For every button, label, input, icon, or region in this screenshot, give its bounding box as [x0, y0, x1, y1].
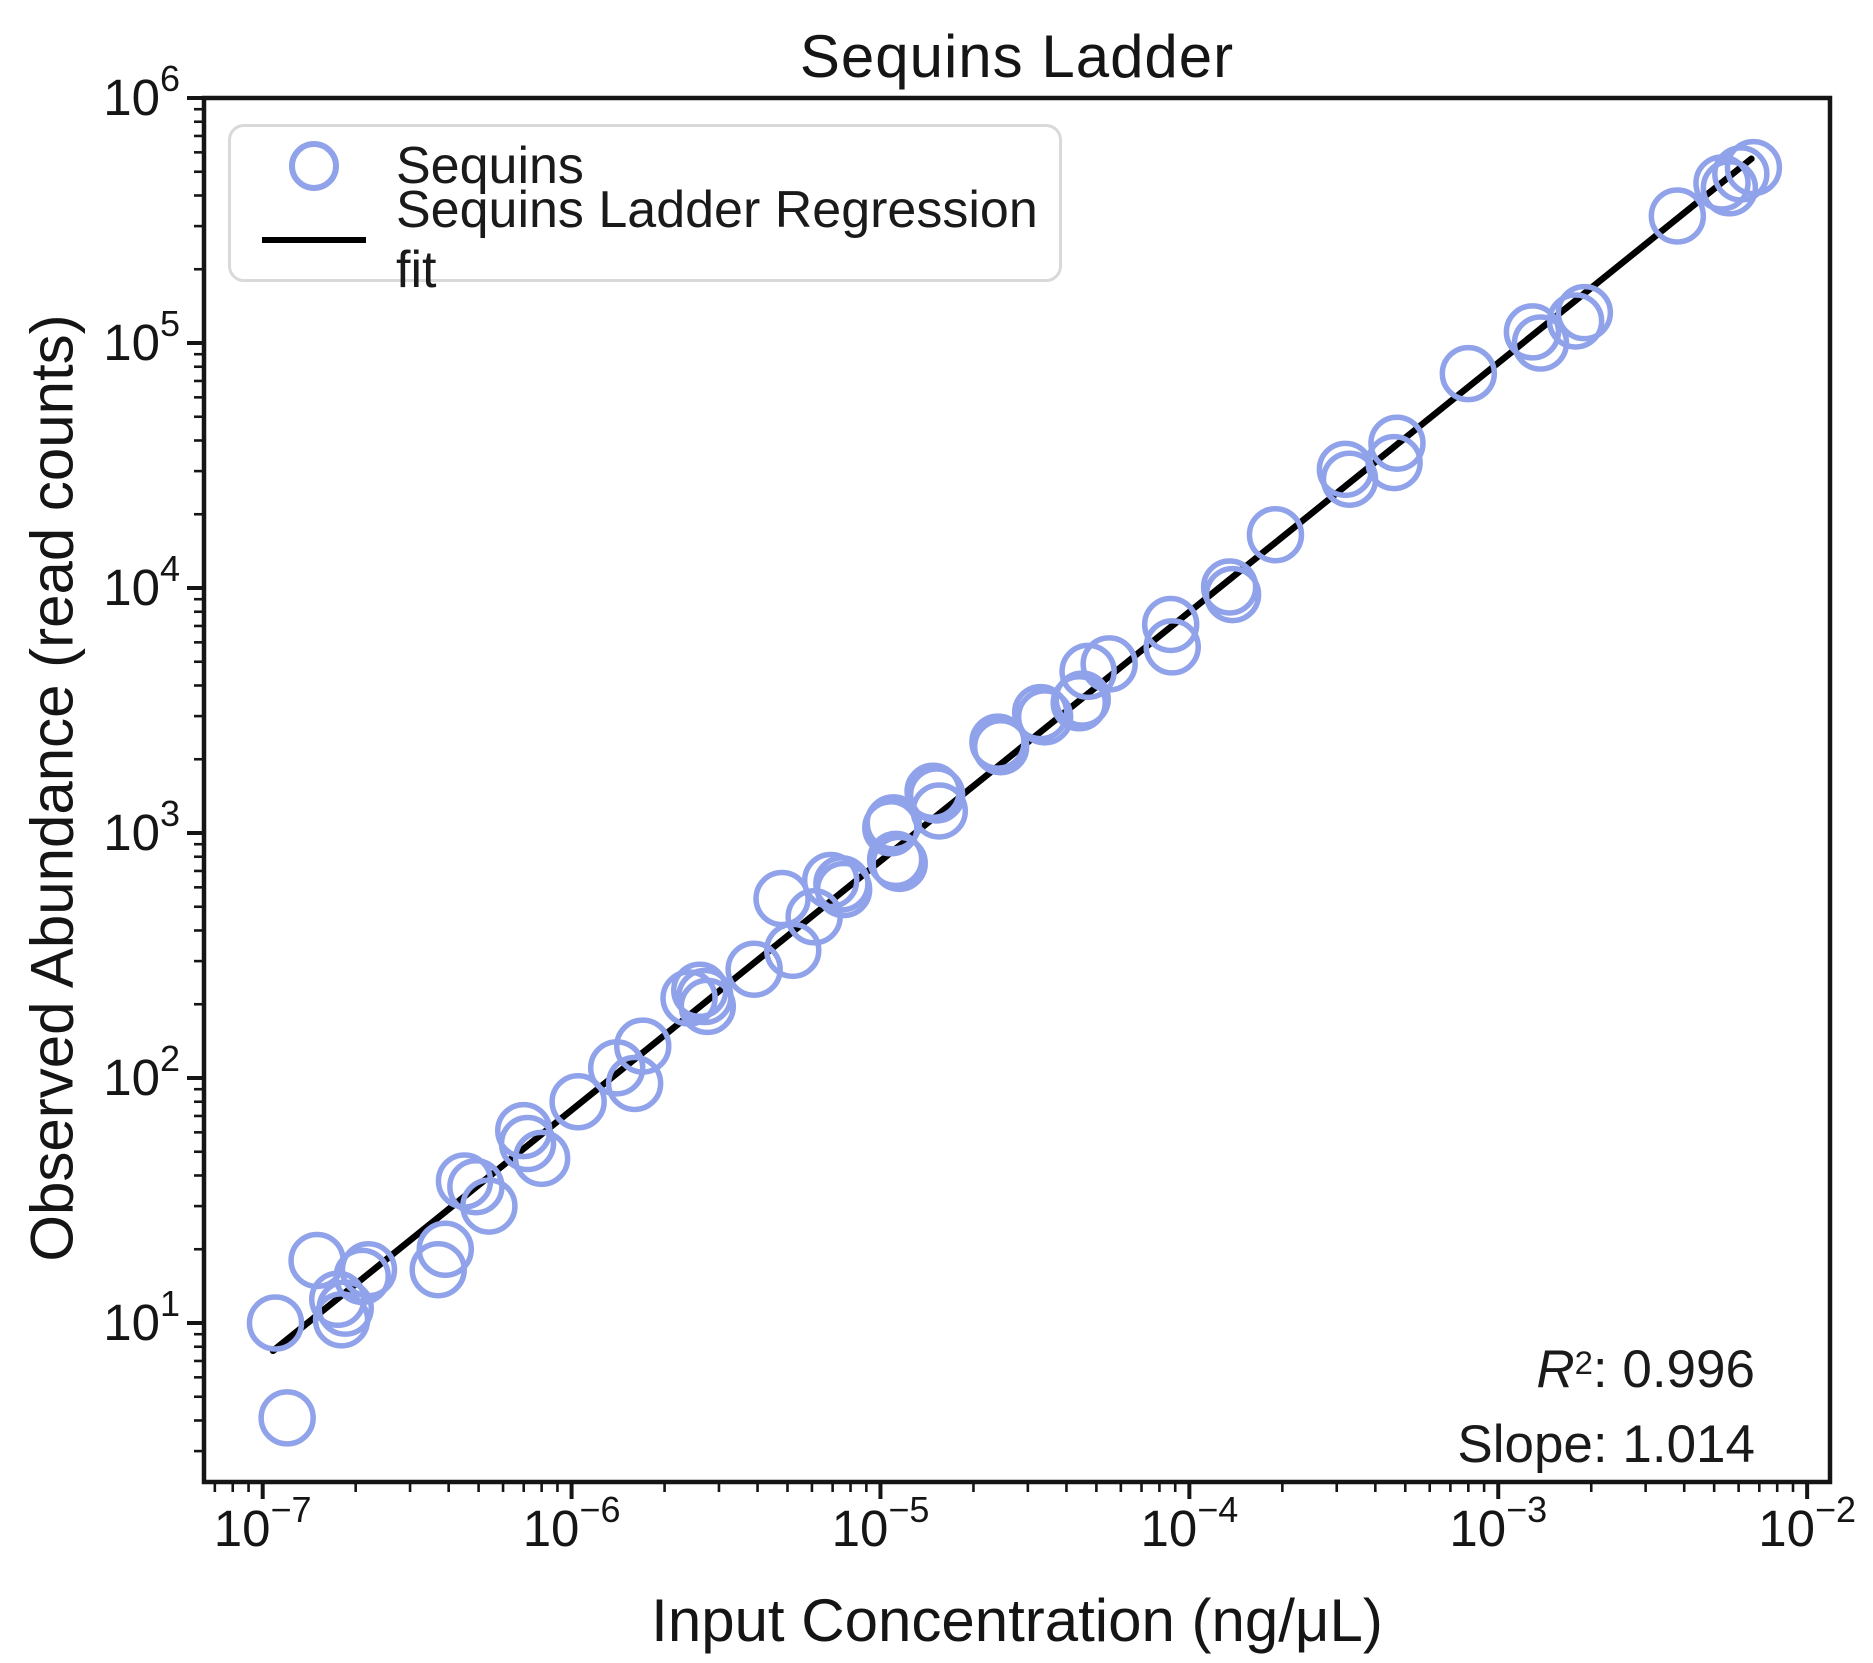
scatter-point	[1648, 187, 1707, 245]
x-tick-label: 10−7	[214, 1489, 312, 1557]
scatter-point	[1546, 292, 1605, 350]
scatter-point	[258, 1389, 316, 1447]
scatter-point	[1724, 138, 1783, 197]
scatter-point	[866, 830, 925, 889]
x-tick-label: 10−4	[1140, 1489, 1238, 1557]
scatter-point	[1439, 344, 1498, 403]
axes-spines	[201, 95, 1833, 1485]
scatter-point	[725, 940, 783, 998]
scatter-point	[512, 1129, 571, 1188]
legend-marker-cell	[231, 237, 396, 243]
circle-marker-icon	[288, 141, 339, 191]
chart-title: Sequins Ladder	[799, 23, 1235, 90]
scatter-point	[1143, 618, 1201, 676]
r-symbol: R	[1536, 1340, 1575, 1399]
scatter-point	[1015, 688, 1074, 746]
fit-stats-annotation: R2: 0.996 Slope: 1.014	[1457, 1332, 1755, 1483]
r-squared-value: : 0.996	[1592, 1340, 1755, 1399]
legend-item-sequins: Sequins	[231, 136, 1059, 196]
x-tick-label: 10−3	[1449, 1489, 1547, 1557]
scatter-point	[246, 1294, 305, 1352]
legend-item-label: Sequins	[396, 137, 584, 195]
line-marker-icon	[261, 237, 366, 243]
legend-item-regression-fit: Sequins Ladder Regression fit	[231, 181, 1059, 299]
slope-text: Slope: 1.014	[1457, 1415, 1755, 1475]
x-tick-label: 10−5	[832, 1489, 930, 1557]
y-tick-label: 106	[103, 58, 180, 126]
r-exponent: 2	[1574, 1343, 1593, 1381]
y-axis-label: Observed Abundance (read counts)	[18, 314, 86, 1262]
legend-box: Sequins Sequins Ladder Regression fit	[228, 124, 1062, 299]
scatter-point	[870, 834, 928, 893]
y-tick-label: 103	[103, 793, 180, 861]
scatter-point	[339, 1240, 398, 1299]
r-squared-text: R2: 0.996	[1457, 1332, 1755, 1407]
scatter-point	[460, 1177, 518, 1235]
scatter-point	[416, 1220, 475, 1278]
scatter-point	[814, 860, 873, 919]
x-tick-label: 10−6	[523, 1489, 621, 1557]
scatter-point	[1141, 595, 1200, 654]
scatter-point	[753, 869, 811, 928]
scatter-point	[971, 717, 1030, 776]
x-tick-label: 10−2	[1758, 1489, 1856, 1557]
scatter-point	[910, 782, 969, 840]
scatter-point	[1368, 414, 1426, 472]
y-tick-label: 104	[103, 548, 180, 616]
scatter-point	[1011, 683, 1070, 742]
scatter-point	[605, 1054, 664, 1113]
scatter-point	[1203, 565, 1262, 624]
y-tick-label: 102	[103, 1038, 180, 1106]
y-tick-label: 101	[103, 1283, 180, 1351]
scatter-point	[1246, 505, 1305, 564]
scatter-point	[1365, 433, 1423, 492]
scatter-point	[678, 977, 737, 1036]
y-tick-label: 105	[103, 303, 180, 371]
scatter-point	[763, 921, 822, 980]
scatter-point	[1503, 303, 1562, 361]
legend-marker-cell	[231, 141, 396, 191]
scatter-point	[549, 1072, 607, 1131]
scatter-point	[1080, 635, 1138, 693]
regression-line	[269, 155, 1755, 1355]
scatter-point	[333, 1247, 391, 1306]
scatter-point	[614, 1017, 672, 1075]
scatter-point	[864, 794, 923, 852]
scatter-point	[498, 1114, 557, 1173]
x-axis-label: Input Concentration (ng/μL)	[651, 1587, 1383, 1654]
legend-item-label: Sequins Ladder Regression fit	[396, 181, 1038, 299]
scatter-point	[1555, 283, 1614, 342]
